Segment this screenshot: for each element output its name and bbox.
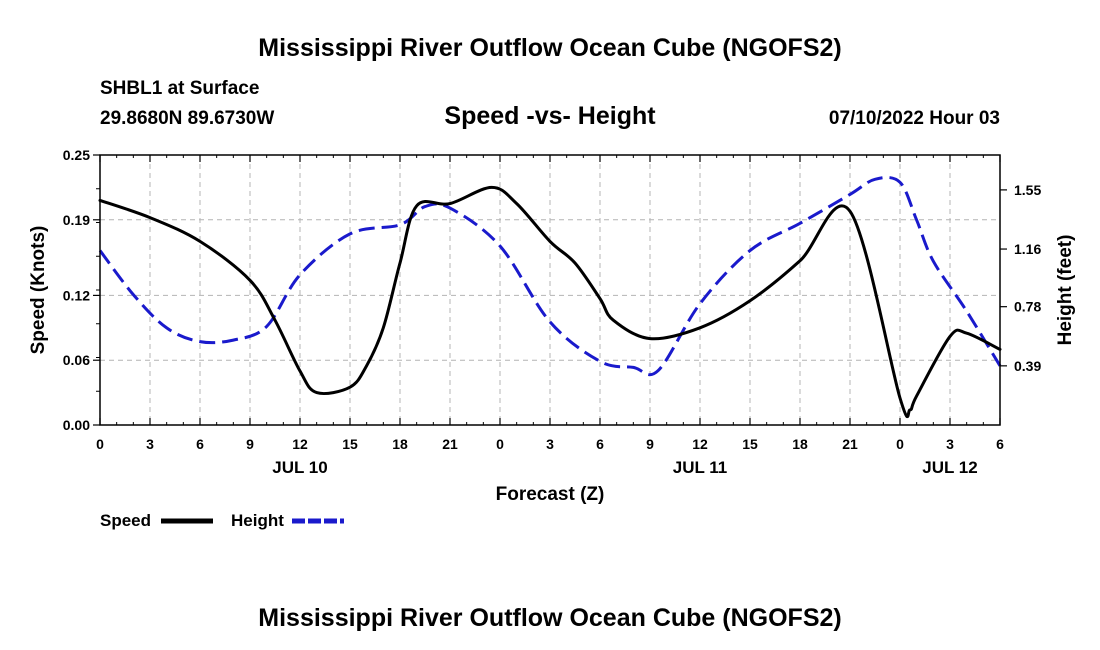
y-tick-label-left: 0.06 [63,352,90,368]
chart-title: Mississippi River Outflow Ocean Cube (NG… [258,34,841,62]
x-tick-label: 0 [896,436,904,452]
x-tick-label: 21 [442,436,458,452]
x-tick-label: 3 [146,436,154,452]
legend-label-speed: Speed [100,511,151,530]
x-tick-label: 21 [842,436,858,452]
y-tick-label-left: 0.00 [63,417,90,433]
x-tick-label: 6 [196,436,204,452]
date-label: JUL 12 [922,458,977,477]
x-tick-label: 12 [692,436,708,452]
series-group [98,175,1002,418]
x-tick-label: 15 [342,436,358,452]
x-tick-label: 3 [946,436,954,452]
x-tick-label: 18 [392,436,408,452]
date-label: JUL 11 [673,458,728,477]
station-label: SHBL1 at Surface [100,78,259,99]
x-tick-label: 6 [596,436,604,452]
y-axis-label-left: Speed (Knots) [28,226,49,355]
y-tick-label-left: 0.25 [63,147,90,163]
y-tick-label-left: 0.12 [63,287,90,303]
y-axis-label-right: Height (feet) [1055,235,1076,346]
y-tick-label-right: 1.16 [1014,241,1041,257]
series-line-speed [98,185,1002,418]
legend-label-height: Height [231,511,284,530]
y-axis-left: 0.00 0.06 0.12 0.19 0.25 [63,147,100,433]
x-tick-label: 0 [496,436,504,452]
legend: Speed Height [100,511,344,530]
x-tick-label: 9 [646,436,654,452]
grid [100,155,1000,425]
y-tick-label-left: 0.19 [63,212,90,228]
x-axis-label: Forecast (Z) [496,484,605,505]
footer-title: Mississippi River Outflow Ocean Cube (NG… [258,604,841,632]
y-tick-label-right: 0.39 [1014,358,1041,374]
date-label: JUL 10 [272,458,327,477]
y-tick-label-right: 1.55 [1014,182,1041,198]
x-tick-label: 12 [292,436,308,452]
x-tick-label: 18 [792,436,808,452]
x-tick-label: 3 [546,436,554,452]
x-tick-label: 9 [246,436,254,452]
chart-subtitle: Speed -vs- Height [444,102,656,130]
timestamp-label: 07/10/2022 Hour 03 [829,108,1000,129]
coords-label: 29.8680N 89.6730W [100,108,274,129]
x-axis: 0 3 6 9 12 15 18 21 0 3 6 9 12 15 18 21 0 3 6 JUL 10 JUL 11 J… [96,155,1004,477]
y-axis-right: 0.39 0.78 1.16 1.55 [1000,182,1041,374]
x-tick-label: 15 [742,436,758,452]
series-line-height [98,175,1002,377]
y-tick-label-right: 0.78 [1014,299,1041,315]
x-tick-label: 6 [996,436,1004,452]
x-tick-label: 0 [96,436,104,452]
